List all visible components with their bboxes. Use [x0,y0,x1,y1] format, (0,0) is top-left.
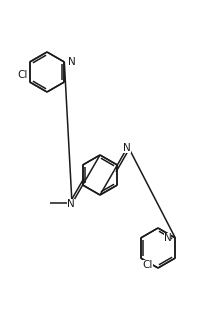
Text: N: N [163,233,171,243]
Text: Cl: Cl [17,70,28,80]
Text: N: N [68,57,76,67]
Text: Cl: Cl [142,260,152,270]
Text: N: N [123,142,130,152]
Text: N: N [67,199,74,209]
